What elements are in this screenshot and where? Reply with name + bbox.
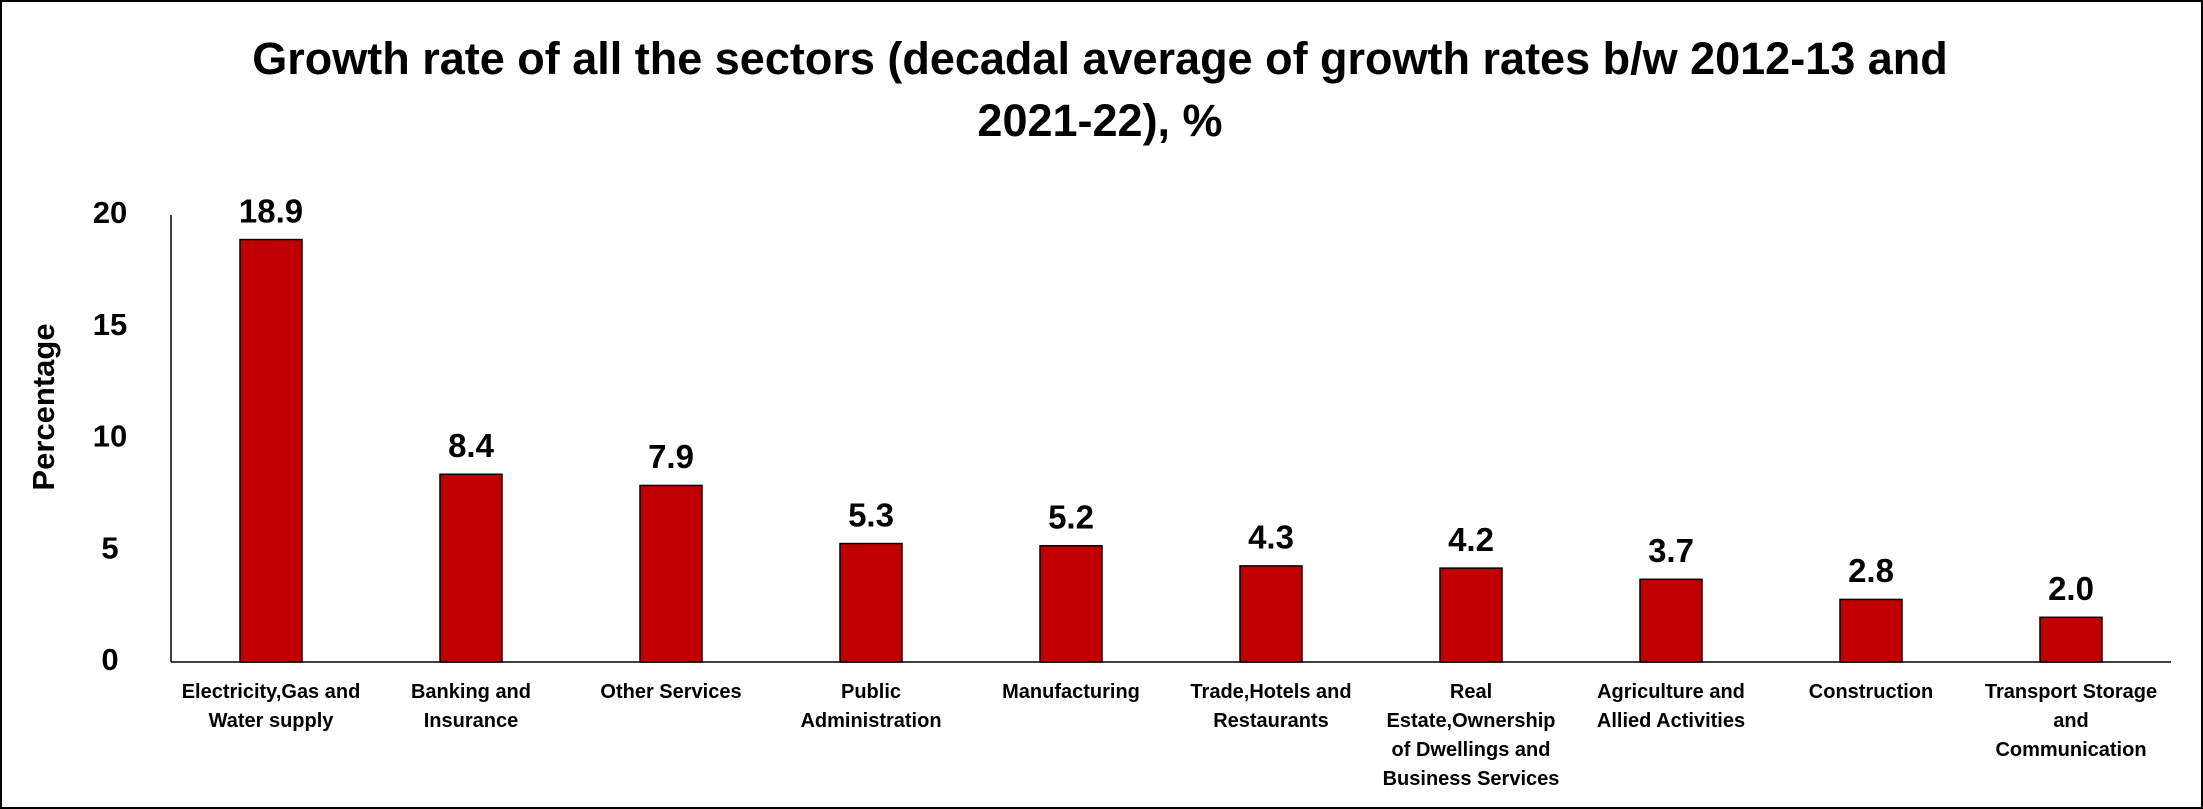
x-tick-label: Other Services (600, 681, 742, 703)
bar (239, 238, 303, 663)
bar (439, 473, 503, 663)
data-label: 4.2 (1448, 521, 1494, 558)
bar (1839, 598, 1903, 663)
x-tick-label: Real Estate,Ownership of Dwellings and B… (1382, 681, 1560, 790)
x-tick-label: Banking and Insurance (410, 681, 531, 732)
y-tick-label: 5 (101, 530, 118, 565)
x-tick-label: Construction (1808, 681, 1934, 703)
bar (1039, 545, 1103, 663)
bar (1639, 578, 1703, 663)
x-tick-label: Agriculture and Allied Activities (1596, 681, 1746, 732)
y-axis-label: Percentage (26, 323, 61, 490)
y-tick-label: 15 (93, 307, 127, 342)
data-label: 7.9 (648, 438, 694, 475)
x-tick-label: Trade,Hotels and Restaurants (1190, 681, 1352, 732)
data-label: 18.9 (239, 192, 303, 229)
bar (1439, 567, 1503, 663)
data-label: 8.4 (448, 427, 495, 464)
y-tick-label: 20 (93, 195, 127, 230)
bar (639, 484, 703, 663)
x-tick-label: Transport Storage and Communication (1984, 681, 2158, 761)
data-label: 5.2 (1048, 498, 1094, 535)
x-tick-label: Electricity,Gas and Water supply (181, 681, 361, 732)
y-tick-label: 10 (93, 419, 127, 454)
data-label: 5.3 (848, 496, 894, 533)
data-label: 2.0 (2048, 570, 2094, 607)
y-tick-label: 0 (101, 642, 118, 677)
chart-title: Growth rate of all the sectors (decadal … (252, 33, 1948, 146)
data-label: 4.3 (1248, 519, 1294, 556)
x-tick-label: Manufacturing (1002, 681, 1140, 703)
bar (1239, 565, 1303, 663)
data-label: 3.7 (1648, 532, 1694, 569)
bar (839, 542, 903, 663)
x-tick-label: Public Administration (800, 681, 942, 732)
data-label: 2.8 (1848, 552, 1894, 589)
bar (2039, 616, 2103, 663)
